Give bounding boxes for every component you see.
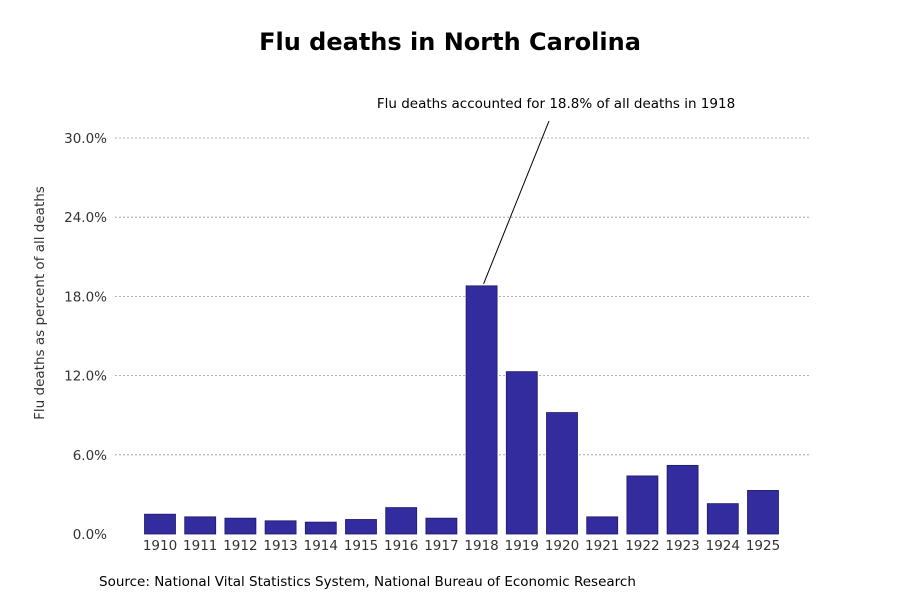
bar-1913 — [264, 520, 297, 535]
x-tick-label: 1924 — [706, 538, 740, 554]
bar-1923 — [666, 464, 699, 535]
x-axis-ticks: 1910 1911 1912 1913 1914 1915 1916 1917 1918 1919… — [143, 538, 780, 554]
bar-1912 — [224, 517, 257, 535]
bar-1910 — [144, 513, 176, 535]
annotation-text: Flu deaths accounted for 18.8% of all de… — [377, 96, 735, 112]
x-tick-label: 1917 — [424, 538, 458, 554]
x-tick-label: 1914 — [304, 538, 338, 554]
bar-1920 — [546, 412, 578, 535]
bar-1925 — [747, 490, 779, 535]
bar-1924 — [706, 503, 739, 535]
x-tick-label: 1923 — [665, 538, 699, 554]
bar-1922 — [626, 475, 659, 535]
x-tick-label: 1919 — [505, 538, 539, 554]
bar-1914 — [304, 521, 337, 535]
x-tick-label: 1912 — [223, 538, 257, 554]
bar-1915 — [345, 519, 377, 535]
annotation-arrow — [483, 120, 550, 285]
y-axis-ticks: 0.0% 6.0% 12.0% 18.0% 24.0% 30.0% — [64, 131, 107, 543]
x-tick-label: 1922 — [625, 538, 659, 554]
y-tick-label: 12.0% — [64, 369, 107, 385]
x-tick-label: 1915 — [344, 538, 378, 554]
x-tick-label: 1918 — [464, 538, 498, 554]
bar-1919 — [505, 371, 538, 535]
bars — [144, 285, 779, 535]
y-tick-label: 30.0% — [64, 131, 107, 147]
bar-1917 — [425, 517, 458, 535]
x-tick-label: 1920 — [545, 538, 579, 554]
x-tick-label: 1925 — [746, 538, 780, 554]
y-axis-label: Flu deaths as percent of all deaths — [32, 186, 48, 420]
x-tick-label: 1910 — [143, 538, 177, 554]
source-note: Source: National Vital Statistics System… — [99, 574, 636, 590]
bar-1918 — [465, 285, 498, 535]
bar-1921 — [586, 516, 619, 535]
chart-title: Flu deaths in North Carolina — [259, 28, 641, 56]
x-tick-label: 1911 — [183, 538, 217, 554]
bar-1916 — [385, 507, 418, 535]
y-tick-label: 24.0% — [64, 210, 107, 226]
y-tick-label: 18.0% — [64, 289, 107, 305]
bar-1911 — [184, 516, 217, 535]
x-tick-label: 1916 — [384, 538, 418, 554]
gridlines — [115, 137, 810, 456]
y-tick-label: 0.0% — [73, 527, 107, 543]
y-tick-label: 6.0% — [73, 448, 107, 464]
x-tick-label: 1921 — [585, 538, 619, 554]
x-tick-label: 1913 — [263, 538, 297, 554]
